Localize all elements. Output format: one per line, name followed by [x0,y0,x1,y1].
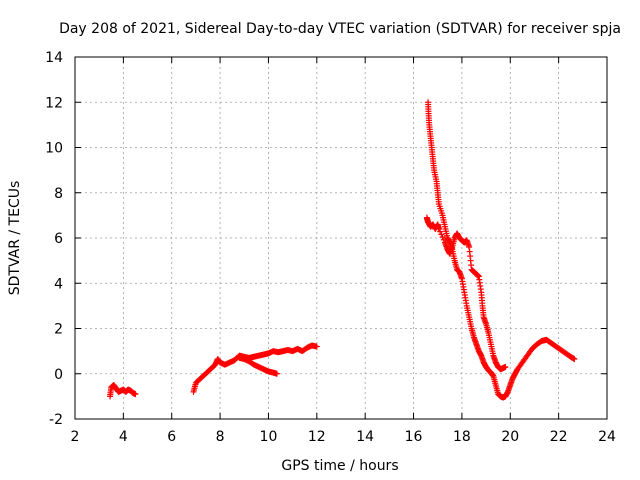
data-point-marker [132,391,139,398]
x-tick-label: 20 [501,429,519,445]
data-point-marker [438,231,445,238]
data-point-marker [440,236,447,243]
y-axis-tick-labels: -2 0 2 4 6 8 10 12 14 [45,50,63,428]
axis-ticks [74,56,608,420]
x-tick-label: 4 [119,429,128,445]
x-tick-label: 14 [356,429,374,445]
y-tick-label: 0 [54,367,63,383]
x-tick-label: 16 [405,429,423,445]
x-tick-label: 18 [453,429,471,445]
x-tick-label: 10 [260,429,278,445]
chart-title: Day 208 of 2021, Sidereal Day-to-day VTE… [59,21,621,37]
data-point-marker [435,225,442,232]
y-tick-label: 10 [45,141,63,157]
x-axis-tick-labels: 2 4 6 8 10 12 14 16 18 20 22 24 [71,429,616,445]
y-axis-label: SDTVAR / TECUs [7,181,23,296]
x-tick-label: 2 [71,429,80,445]
y-tick-label: 14 [45,50,63,66]
data-point-marker [273,370,280,377]
data-series-sdtvar [107,99,578,401]
data-point-marker [502,363,509,370]
y-tick-label: 4 [54,276,63,292]
grid [75,57,607,419]
y-tick-label: -2 [49,412,63,428]
data-point-marker [571,356,578,363]
x-tick-label: 6 [167,429,176,445]
y-tick-label: 2 [54,322,63,338]
x-tick-label: 22 [550,429,568,445]
data-point-marker [313,343,320,350]
data-point-marker [439,234,446,241]
x-axis-label: GPS time / hours [281,458,398,474]
x-tick-label: 8 [216,429,225,445]
x-tick-label: 24 [598,429,616,445]
data-point-marker [437,228,444,235]
y-tick-label: 12 [45,95,63,111]
y-tick-label: 6 [54,231,63,247]
x-tick-label: 12 [308,429,326,445]
y-tick-label: 8 [54,186,63,202]
